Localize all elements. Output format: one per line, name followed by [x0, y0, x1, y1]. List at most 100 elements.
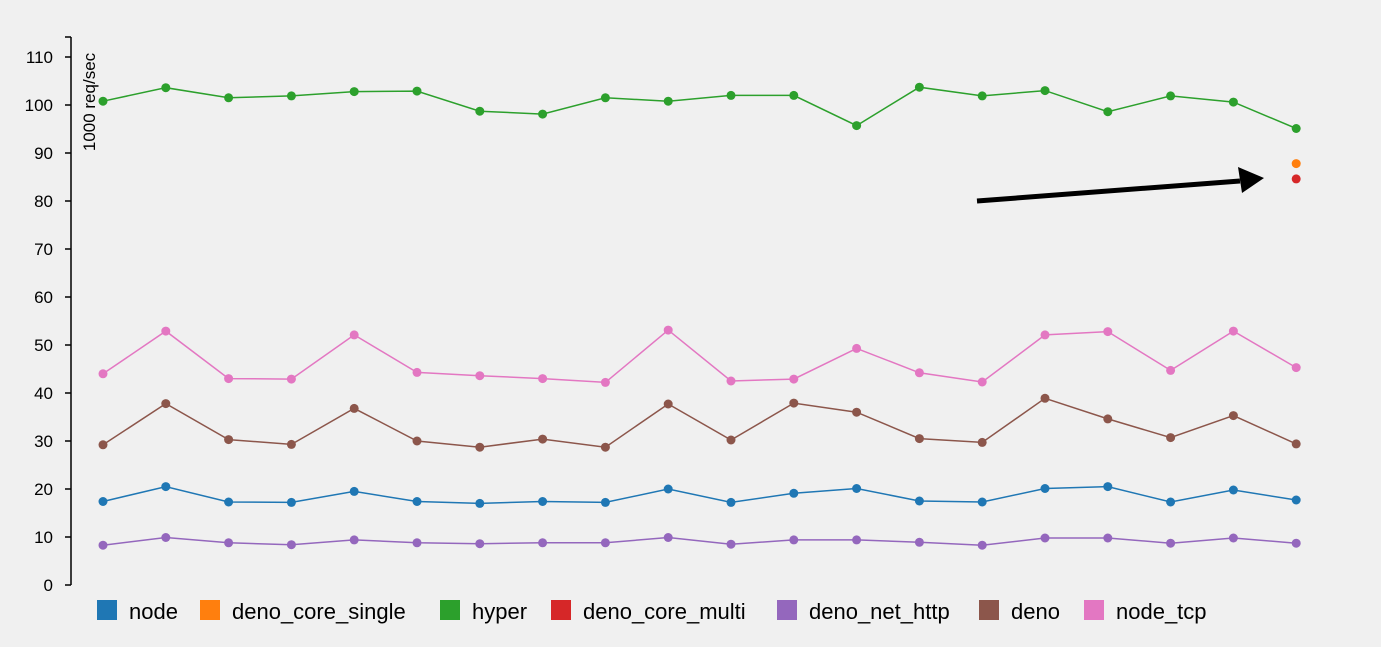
data-point	[1166, 91, 1176, 101]
data-point	[349, 87, 359, 97]
legend-item-hyper: hyper	[440, 599, 527, 624]
data-point	[98, 540, 108, 550]
data-point	[977, 497, 987, 507]
legend-swatch	[200, 600, 220, 620]
data-point	[852, 535, 862, 545]
data-point	[914, 496, 924, 506]
legend-item-deno-net-http: deno_net_http	[777, 599, 950, 624]
data-point	[412, 436, 422, 446]
series-node	[98, 482, 1301, 508]
data-point	[286, 374, 296, 384]
data-point	[852, 343, 862, 353]
data-point	[600, 538, 610, 548]
data-point	[1103, 482, 1113, 492]
data-point	[852, 407, 862, 417]
data-point	[1040, 330, 1050, 340]
legend-item-node-tcp: node_tcp	[1084, 599, 1207, 624]
data-point	[1166, 538, 1176, 548]
series-deno-core-multi	[1291, 174, 1301, 184]
data-point	[98, 440, 108, 450]
legend: node deno_core_single hyper deno_core_multi…	[97, 599, 1207, 624]
data-point	[789, 90, 799, 100]
data-point	[286, 540, 296, 550]
y-tick-label: 30	[34, 432, 53, 451]
legend-item-deno-core-single: deno_core_single	[200, 599, 406, 624]
data-point	[600, 93, 610, 103]
data-point	[663, 325, 673, 335]
data-point	[224, 93, 234, 103]
data-point	[1291, 124, 1301, 133]
data-point	[349, 486, 359, 496]
data-point	[538, 538, 548, 548]
data-point	[726, 90, 736, 100]
data-point	[161, 399, 171, 409]
data-point	[538, 497, 548, 506]
y-tick: 50	[34, 336, 71, 355]
legend-swatch	[551, 600, 571, 620]
series-deno-core-single	[1291, 159, 1301, 169]
y-axis: 0 10 20 30 40 50 60 70 80 90 100 110	[25, 36, 72, 595]
data-point	[852, 121, 862, 131]
data-point	[914, 368, 924, 378]
y-tick-label: 110	[26, 48, 53, 67]
data-point	[789, 535, 799, 545]
data-point	[286, 91, 296, 101]
y-tick: 60	[34, 288, 71, 307]
data-point	[852, 484, 862, 493]
data-point	[977, 91, 987, 101]
y-tick: 70	[34, 240, 71, 259]
data-point	[1103, 414, 1113, 424]
data-point	[914, 537, 924, 547]
data-point	[1291, 538, 1301, 548]
data-point	[98, 497, 108, 506]
series-node-tcp	[98, 325, 1301, 387]
y-tick-label: 70	[34, 240, 53, 259]
data-point	[475, 371, 485, 381]
legend-label: node	[129, 599, 178, 624]
data-point	[600, 377, 610, 387]
data-point	[726, 497, 736, 507]
series-deno	[98, 393, 1301, 452]
data-point	[726, 539, 736, 549]
y-tick: 100	[25, 96, 71, 115]
y-tick-label: 10	[34, 528, 53, 547]
data-point	[224, 497, 234, 507]
data-point	[412, 538, 422, 548]
y-tick: 0	[44, 576, 71, 595]
data-point	[1228, 97, 1238, 107]
y-tick: 20	[34, 480, 71, 499]
data-point	[224, 435, 234, 445]
data-point	[1228, 485, 1238, 495]
legend-label: hyper	[472, 599, 527, 624]
data-point	[538, 434, 548, 444]
y-tick: 110	[26, 48, 71, 67]
data-point	[224, 374, 234, 384]
legend-swatch	[1084, 600, 1104, 620]
y-tick-label: 50	[34, 336, 53, 355]
legend-label: deno_core_multi	[583, 599, 746, 624]
data-point	[1291, 495, 1301, 505]
legend-swatch	[777, 600, 797, 620]
data-point	[1040, 484, 1050, 493]
data-point	[977, 377, 987, 387]
data-point	[349, 403, 359, 413]
data-point	[538, 109, 548, 119]
legend-item-node: node	[97, 599, 178, 624]
y-tick-label: 40	[34, 384, 53, 403]
data-point	[1166, 433, 1176, 443]
data-point	[914, 82, 924, 92]
data-point	[1166, 497, 1176, 507]
legend-swatch	[440, 600, 460, 620]
data-point	[1103, 107, 1113, 117]
data-point	[412, 86, 422, 96]
data-point	[286, 439, 296, 449]
data-point	[726, 435, 736, 445]
data-point	[349, 535, 359, 545]
data-point	[224, 538, 234, 548]
series-line	[102, 397, 1297, 448]
y-tick: 30	[34, 432, 71, 451]
series-layer	[98, 82, 1301, 550]
series-line	[102, 329, 1297, 384]
y-axis-label: 1000 req/sec	[80, 52, 99, 151]
legend-swatch	[97, 600, 117, 620]
